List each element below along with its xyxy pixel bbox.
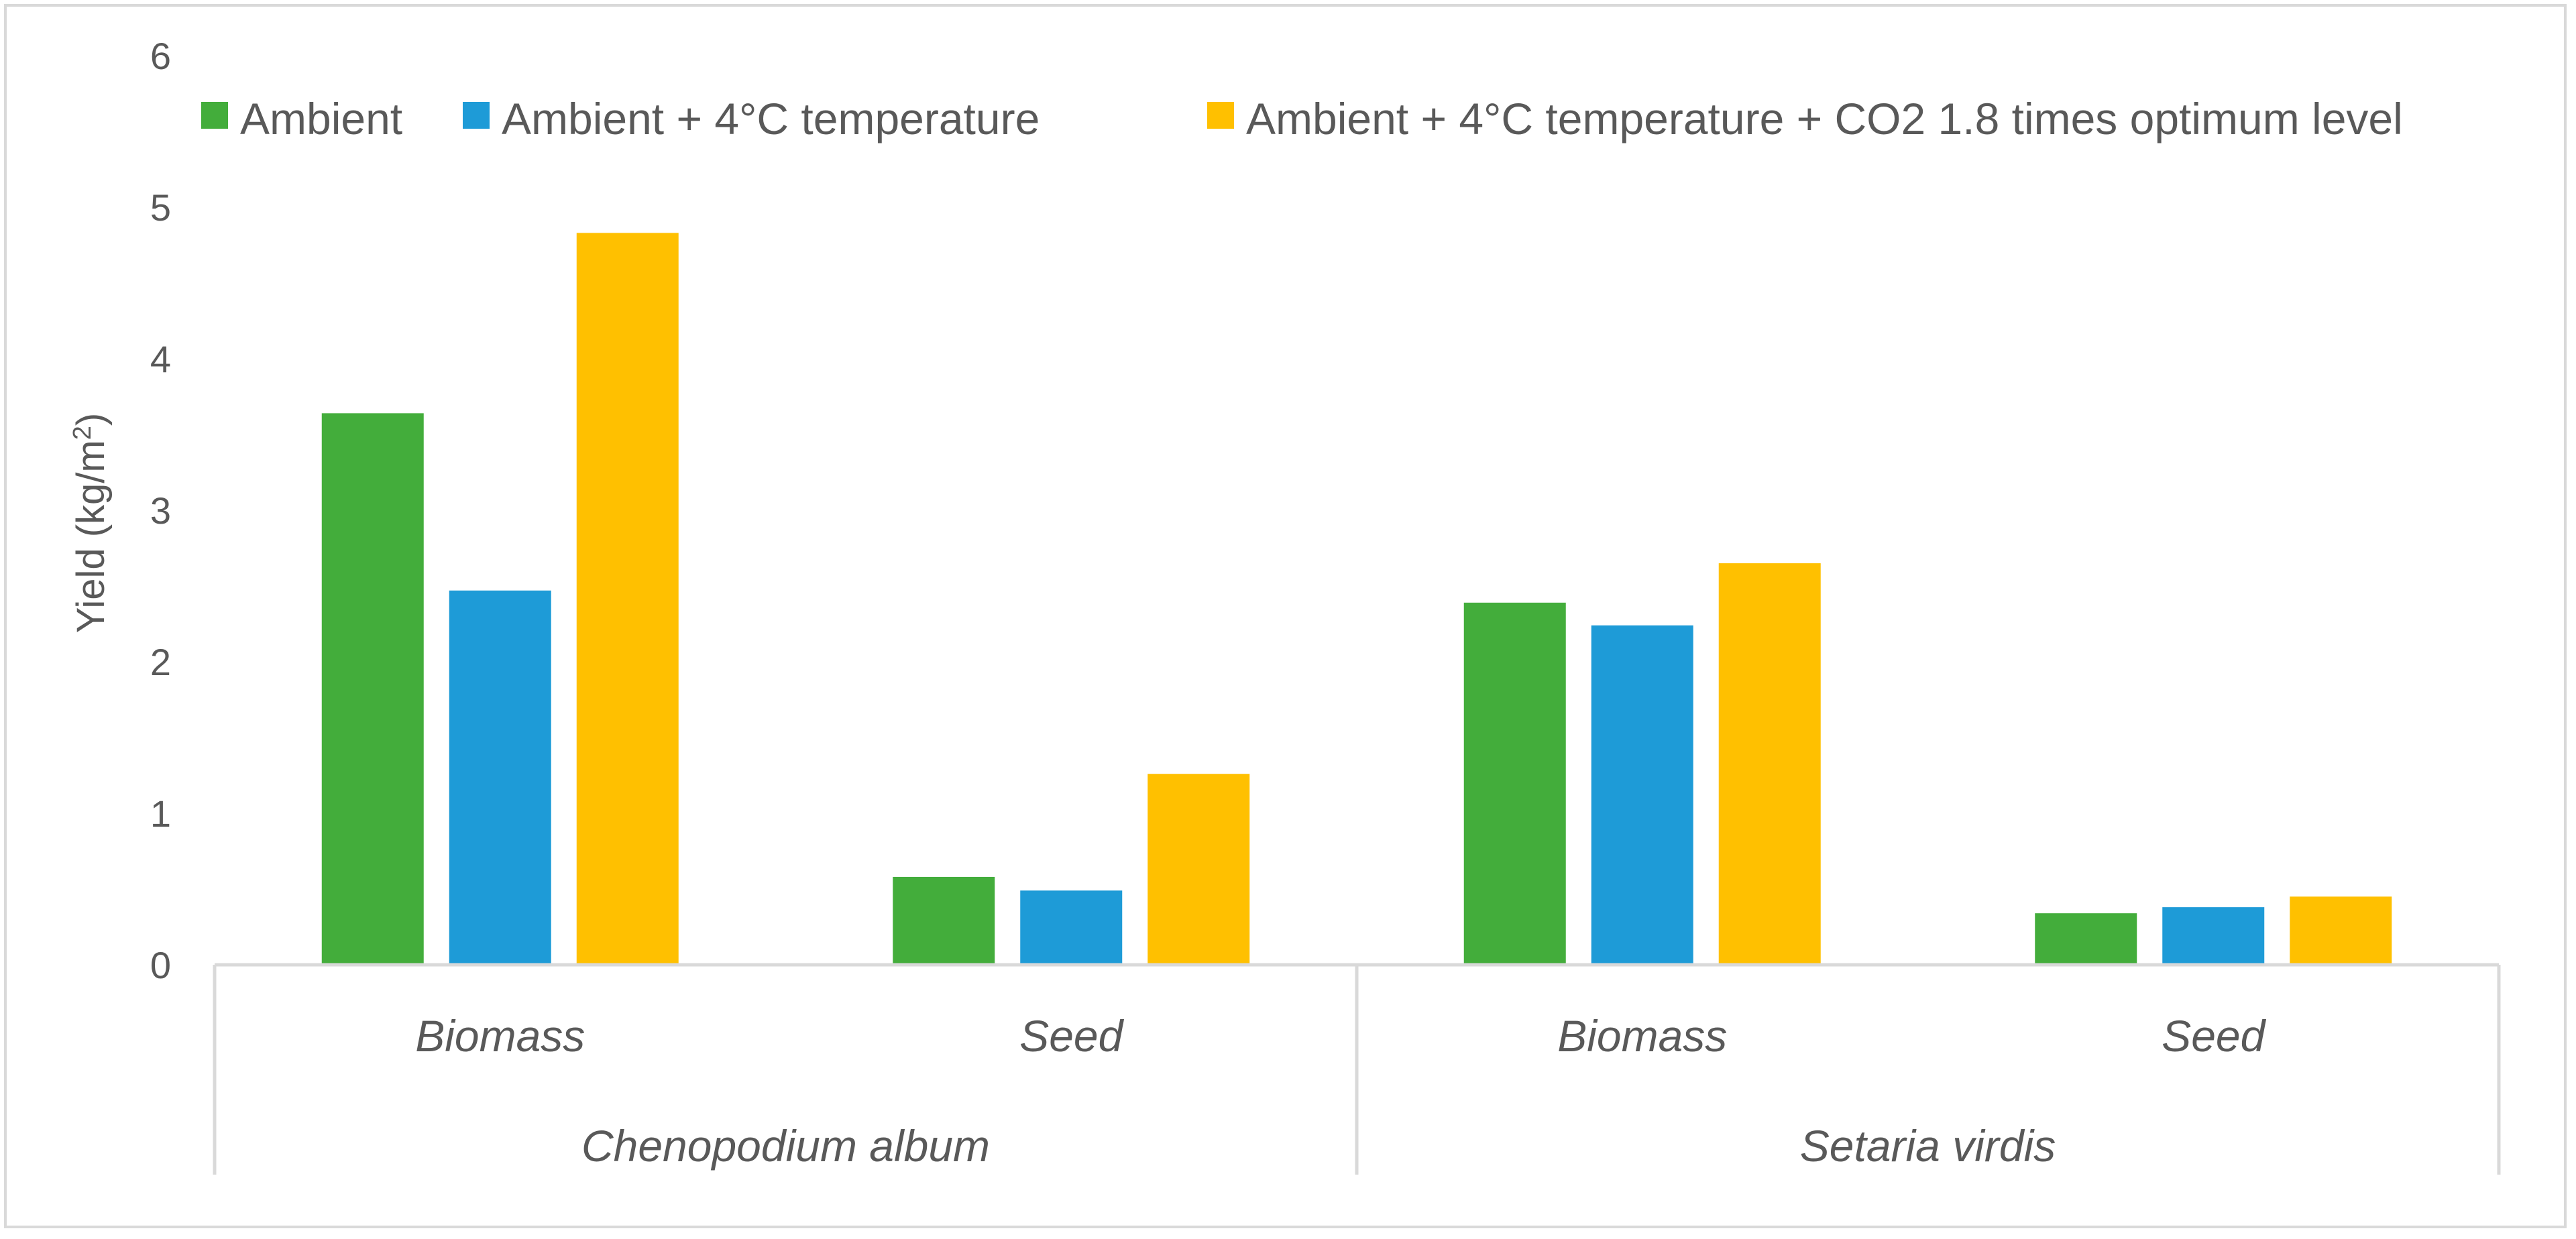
bar <box>1463 602 1566 965</box>
bar <box>2290 896 2392 965</box>
y-tick-label: 1 <box>150 792 171 835</box>
category-label: Biomass <box>1557 1011 1727 1061</box>
bar <box>893 876 995 965</box>
legend-label: Ambient <box>240 94 402 143</box>
y-tick-label: 5 <box>150 186 171 229</box>
bar <box>1718 563 1821 965</box>
chart-frame: 0 1 2 3 4 5 6 Biomass Seed Biomass Seed Chenopodiu… <box>4 4 2567 1228</box>
legend-label: Ambient + 4°C temperature + CO2 1.8 time… <box>1246 94 2403 143</box>
y-tick-label: 3 <box>150 489 171 532</box>
group-label: Setaria virdis <box>1800 1121 2056 1171</box>
legend-label: Ambient + 4°C temperature <box>502 94 1040 143</box>
y-tick-label: 2 <box>150 641 171 683</box>
bar <box>1147 774 1250 965</box>
bar-chart: 0 1 2 3 4 5 6 Biomass Seed Biomass Seed Chenopodiu… <box>68 35 2501 1175</box>
bar <box>1591 625 1693 965</box>
bar <box>1020 890 1123 965</box>
legend: Ambient Ambient + 4°C temperature Ambient … <box>201 94 2403 143</box>
bar <box>321 413 424 965</box>
x-axis <box>213 963 2501 1175</box>
y-axis-ticks: 0 1 2 3 4 5 6 <box>150 35 171 986</box>
category-labels: Biomass Seed Biomass Seed Chenopodium album S… <box>415 1011 2266 1171</box>
bar <box>2035 913 2137 965</box>
bar <box>576 233 679 965</box>
y-tick-label: 4 <box>150 338 171 380</box>
legend-swatch <box>201 102 228 129</box>
legend-swatch <box>1207 102 1234 129</box>
category-label: Biomass <box>415 1011 585 1061</box>
category-label: Seed <box>1019 1011 1124 1061</box>
legend-swatch <box>463 102 490 129</box>
bar <box>2162 907 2265 965</box>
bar <box>449 590 551 965</box>
group-label: Chenopodium album <box>581 1121 990 1171</box>
y-tick-label: 0 <box>150 944 171 986</box>
y-axis-title: Yield (kg/m2) <box>68 413 113 633</box>
category-label: Seed <box>2162 1011 2266 1061</box>
bars <box>321 233 2392 965</box>
y-tick-label: 6 <box>150 35 171 77</box>
